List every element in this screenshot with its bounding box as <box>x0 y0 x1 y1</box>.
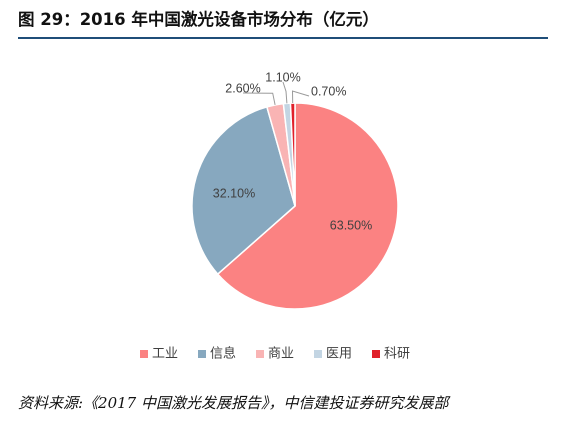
legend-label-5: 科研 <box>384 347 410 362</box>
data-label-1: 63.50% <box>330 218 372 232</box>
legend-swatch-4 <box>314 350 322 358</box>
data-label-4: 1.10% <box>265 70 300 84</box>
data-label-5: 0.70% <box>311 84 346 98</box>
data-label-2: 32.10% <box>213 186 255 200</box>
legend-item-5: 科研 <box>372 347 410 362</box>
pie-slice-5 <box>289 102 296 207</box>
legend-item-1: 工业 <box>140 347 178 362</box>
legend-swatch-2 <box>198 350 206 358</box>
legend-item-4: 医用 <box>314 347 352 362</box>
legend-swatch-3 <box>256 350 264 358</box>
title-divider <box>18 37 548 39</box>
legend-label-2: 信息 <box>210 346 236 362</box>
legend-swatch-5 <box>372 350 380 358</box>
chart-title: 图 29：2016 年中国激光设备市场分布（亿元） <box>18 10 379 29</box>
leader-line-3 <box>242 92 276 106</box>
legend-swatch-1 <box>140 350 148 358</box>
legend-label-3: 商业 <box>268 347 294 362</box>
leader-line-4 <box>282 81 288 104</box>
legend-item-2: 信息 <box>198 346 236 362</box>
data-label-3: 2.60% <box>225 81 260 95</box>
pie-slice-1 <box>216 102 399 310</box>
pie-slice-2 <box>191 105 296 276</box>
legend-item-3: 商业 <box>256 347 294 362</box>
pie-chart: 63.50% 32.10% 2.60% 1.10% 0.70% 工业 信息 商业 医用 科研 <box>140 70 410 362</box>
legend-label-1: 工业 <box>152 347 178 362</box>
legend-label-4: 医用 <box>326 347 352 362</box>
leader-line-5 <box>291 90 310 104</box>
source-note: 资料来源:《2017 中国激光发展报告》，中信建投证券研究发展部 <box>18 394 449 412</box>
